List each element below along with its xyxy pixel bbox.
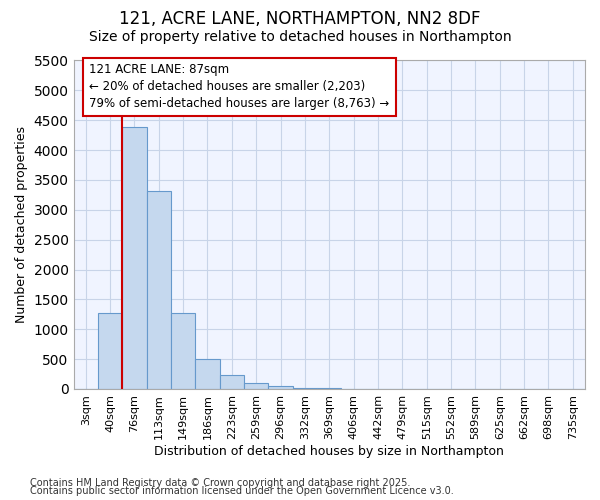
Bar [317, 388, 341, 389]
X-axis label: Distribution of detached houses by size in Northampton: Distribution of detached houses by size … [154, 444, 504, 458]
Bar [196, 359, 220, 389]
Text: Size of property relative to detached houses in Northampton: Size of property relative to detached ho… [89, 30, 511, 44]
Text: 121, ACRE LANE, NORTHAMPTON, NN2 8DF: 121, ACRE LANE, NORTHAMPTON, NN2 8DF [119, 10, 481, 28]
Bar [98, 312, 122, 389]
Bar [268, 386, 293, 389]
Bar [293, 388, 317, 389]
Text: 121 ACRE LANE: 87sqm
← 20% of detached houses are smaller (2,203)
79% of semi-de: 121 ACRE LANE: 87sqm ← 20% of detached h… [89, 64, 389, 110]
Bar [146, 190, 171, 389]
Y-axis label: Number of detached properties: Number of detached properties [15, 126, 28, 323]
Bar [220, 375, 244, 389]
Bar [171, 312, 196, 389]
Text: Contains public sector information licensed under the Open Government Licence v3: Contains public sector information licen… [30, 486, 454, 496]
Bar [244, 383, 268, 389]
Text: Contains HM Land Registry data © Crown copyright and database right 2025.: Contains HM Land Registry data © Crown c… [30, 478, 410, 488]
Bar [122, 128, 146, 389]
